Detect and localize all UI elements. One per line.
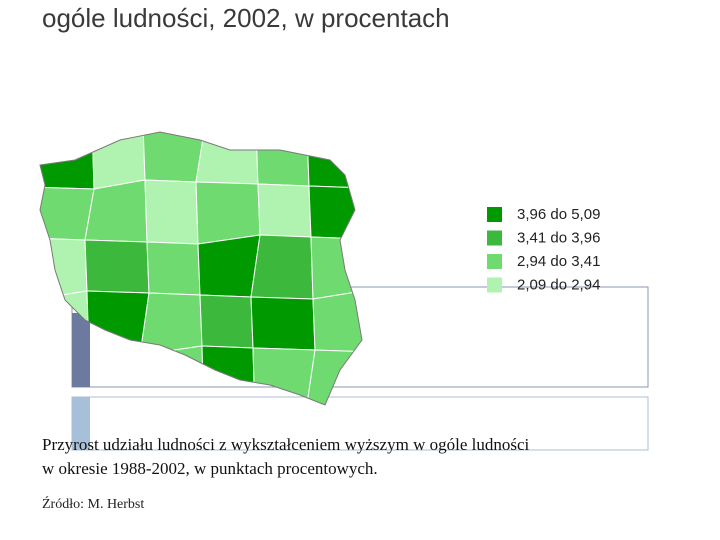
map-region xyxy=(312,289,362,353)
map-region xyxy=(142,132,206,183)
legend-swatch xyxy=(487,277,502,293)
map-outline xyxy=(39,131,363,406)
map-region xyxy=(139,292,203,356)
map-region xyxy=(308,185,362,240)
legend-label: 3,41 do 3,96 xyxy=(517,229,600,246)
map-region xyxy=(91,132,146,190)
map-region xyxy=(86,290,150,356)
map-region xyxy=(139,345,205,405)
legend-swatch xyxy=(487,254,502,269)
map-region xyxy=(146,241,201,296)
legend-label: 2,09 do 2,94 xyxy=(517,276,600,293)
legend-label: 2,94 do 3,41 xyxy=(517,253,600,270)
caption-line: w okresie 1988-2002, w punktach procento… xyxy=(42,459,378,478)
map-region xyxy=(197,234,261,298)
legend-swatch xyxy=(487,230,502,246)
legend-swatch xyxy=(487,207,502,222)
accent-bar xyxy=(72,397,90,450)
title: ogóle ludności, 2002, w procentach xyxy=(42,3,450,33)
map-region xyxy=(144,179,199,245)
map-region xyxy=(84,239,150,294)
accent-bar xyxy=(72,313,90,387)
map-region xyxy=(40,237,88,301)
map-region xyxy=(201,345,256,405)
map-region xyxy=(195,132,259,185)
map-region xyxy=(255,132,310,187)
map-region xyxy=(305,349,362,405)
source: Źródło: M. Herbst xyxy=(42,495,144,512)
map-region xyxy=(88,352,143,405)
map-region xyxy=(84,179,148,243)
map-region xyxy=(310,236,362,300)
legend-label: 3,96 do 5,09 xyxy=(517,206,600,223)
map-region xyxy=(250,234,314,300)
legend: 3,96 do 5,09 3,41 do 3,96 2,94 do 3,41 2,09… xyxy=(487,206,600,293)
map-region xyxy=(195,181,261,245)
map-region xyxy=(40,132,95,190)
map-region xyxy=(306,132,362,189)
map-region xyxy=(40,186,95,241)
caption-line: Przyrost udziału ludności z wykształceni… xyxy=(42,435,529,454)
map-region xyxy=(257,183,312,238)
map-region xyxy=(199,294,254,349)
map-region xyxy=(250,296,316,351)
